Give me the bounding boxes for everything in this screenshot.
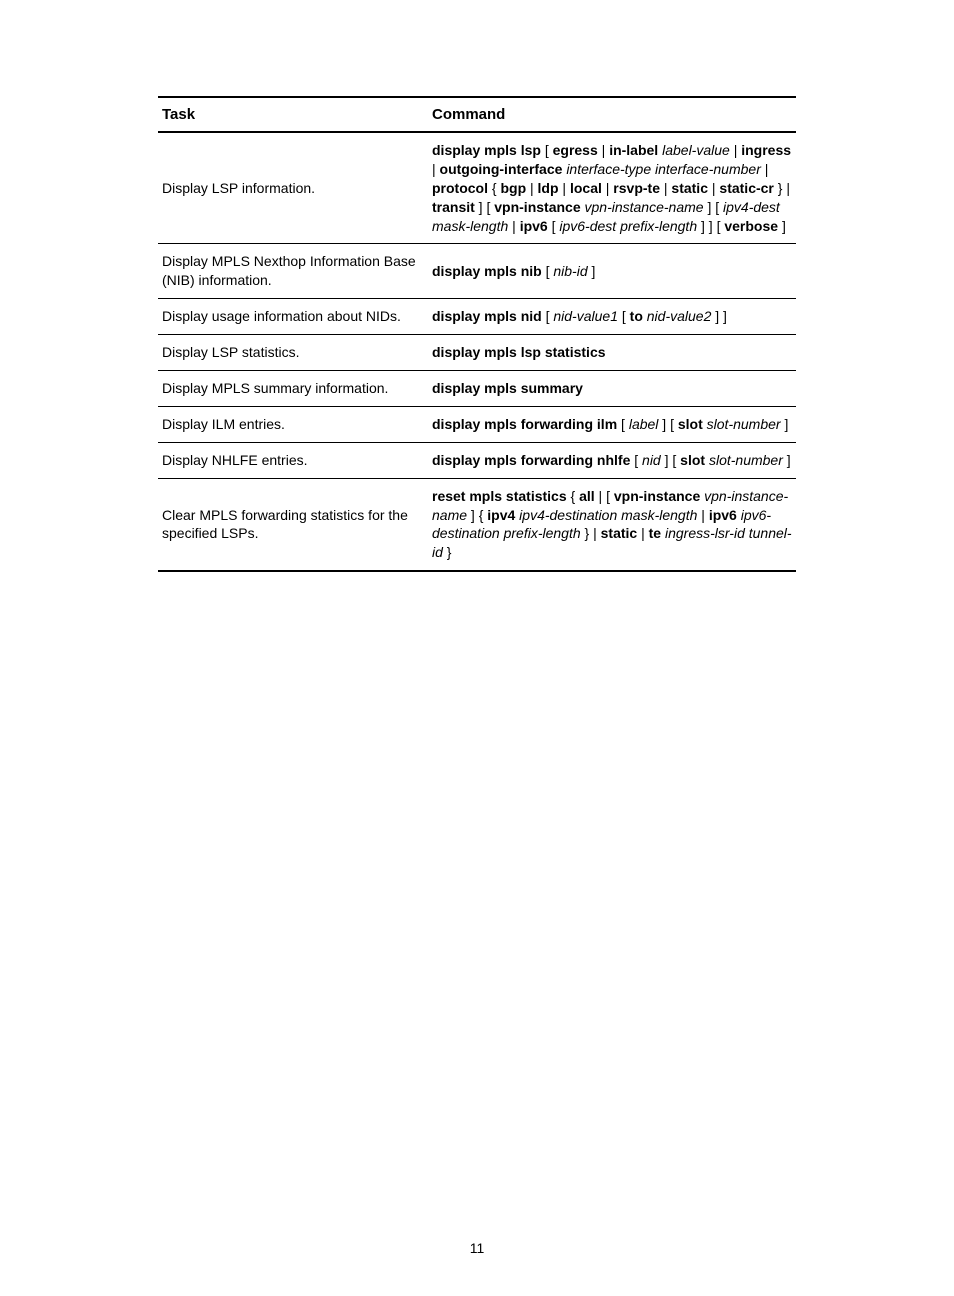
command-cell: display mpls forwarding ilm [ label ] [ …: [428, 406, 796, 442]
argument: nib-id: [553, 263, 587, 279]
command-cell: display mpls nid [ nid-value1 [ to nid-v…: [428, 299, 796, 335]
table-row: Display LSP information.display mpls lsp…: [158, 132, 796, 244]
keyword: reset mpls statistics: [432, 488, 567, 504]
table-row: Display NHLFE entries.display mpls forwa…: [158, 442, 796, 478]
keyword: display mpls summary: [432, 380, 583, 396]
keyword: transit: [432, 199, 475, 215]
command-cell: reset mpls statistics { all | [ vpn-inst…: [428, 478, 796, 571]
keyword: static-cr: [719, 180, 773, 196]
keyword: static: [601, 525, 638, 541]
keyword: bgp: [500, 180, 526, 196]
table-row: Display MPLS Nexthop Information Base (N…: [158, 244, 796, 299]
table-row: Display usage information about NIDs.dis…: [158, 299, 796, 335]
keyword: ipv6: [520, 218, 548, 234]
keyword: all: [579, 488, 595, 504]
argument: nid-value1: [553, 308, 618, 324]
task-cell: Display LSP information.: [158, 132, 428, 244]
argument: ipv4-destination mask-length: [519, 507, 697, 523]
keyword: to: [630, 308, 643, 324]
keyword: in-label: [609, 142, 658, 158]
table-row: Display LSP statistics.display mpls lsp …: [158, 335, 796, 371]
keyword: static: [671, 180, 708, 196]
table-header-row: Task Command: [158, 97, 796, 132]
table-body: Display LSP information.display mpls lsp…: [158, 132, 796, 571]
keyword: vpn-instance: [494, 199, 580, 215]
task-cell: Display MPLS summary information.: [158, 371, 428, 407]
argument: slot-number: [709, 452, 783, 468]
argument: label: [629, 416, 659, 432]
table-row: Clear MPLS forwarding statistics for the…: [158, 478, 796, 571]
document-page: Task Command Display LSP information.dis…: [0, 0, 954, 1296]
task-cell: Display NHLFE entries.: [158, 442, 428, 478]
task-cell: Display ILM entries.: [158, 406, 428, 442]
keyword: ipv6: [709, 507, 737, 523]
page-number: 11: [0, 1240, 954, 1256]
command-cell: display mpls lsp [ egress | in-label lab…: [428, 132, 796, 244]
keyword: protocol: [432, 180, 488, 196]
keyword: display mpls lsp statistics: [432, 344, 606, 360]
keyword: ingress: [741, 142, 791, 158]
keyword: display mpls forwarding nhlfe: [432, 452, 630, 468]
keyword: local: [570, 180, 602, 196]
keyword: display mpls nib: [432, 263, 542, 279]
table-row: Display ILM entries.display mpls forward…: [158, 406, 796, 442]
keyword: vpn-instance: [614, 488, 700, 504]
argument: vpn-instance-name: [585, 199, 704, 215]
task-cell: Display LSP statistics.: [158, 335, 428, 371]
task-cell: Clear MPLS forwarding statistics for the…: [158, 478, 428, 571]
keyword: ldp: [538, 180, 559, 196]
command-cell: display mpls nib [ nib-id ]: [428, 244, 796, 299]
keyword: rsvp-te: [613, 180, 660, 196]
keyword: outgoing-interface: [440, 161, 563, 177]
argument: slot-number: [707, 416, 781, 432]
command-reference-table: Task Command Display LSP information.dis…: [158, 96, 796, 572]
keyword: display mpls forwarding ilm: [432, 416, 617, 432]
command-cell: display mpls summary: [428, 371, 796, 407]
keyword: display mpls lsp: [432, 142, 541, 158]
keyword: slot: [678, 416, 703, 432]
column-header-command: Command: [428, 97, 796, 132]
argument: nid: [642, 452, 661, 468]
argument: ipv6-dest prefix-length: [559, 218, 697, 234]
argument: interface-type interface-number: [566, 161, 761, 177]
task-cell: Display usage information about NIDs.: [158, 299, 428, 335]
keyword: ipv4: [487, 507, 515, 523]
table-row: Display MPLS summary information.display…: [158, 371, 796, 407]
keyword: te: [649, 525, 661, 541]
column-header-task: Task: [158, 97, 428, 132]
command-cell: display mpls forwarding nhlfe [ nid ] [ …: [428, 442, 796, 478]
keyword: display mpls nid: [432, 308, 542, 324]
command-cell: display mpls lsp statistics: [428, 335, 796, 371]
argument: nid-value2: [647, 308, 712, 324]
argument: label-value: [662, 142, 730, 158]
keyword: verbose: [724, 218, 778, 234]
keyword: slot: [680, 452, 705, 468]
task-cell: Display MPLS Nexthop Information Base (N…: [158, 244, 428, 299]
keyword: egress: [553, 142, 598, 158]
